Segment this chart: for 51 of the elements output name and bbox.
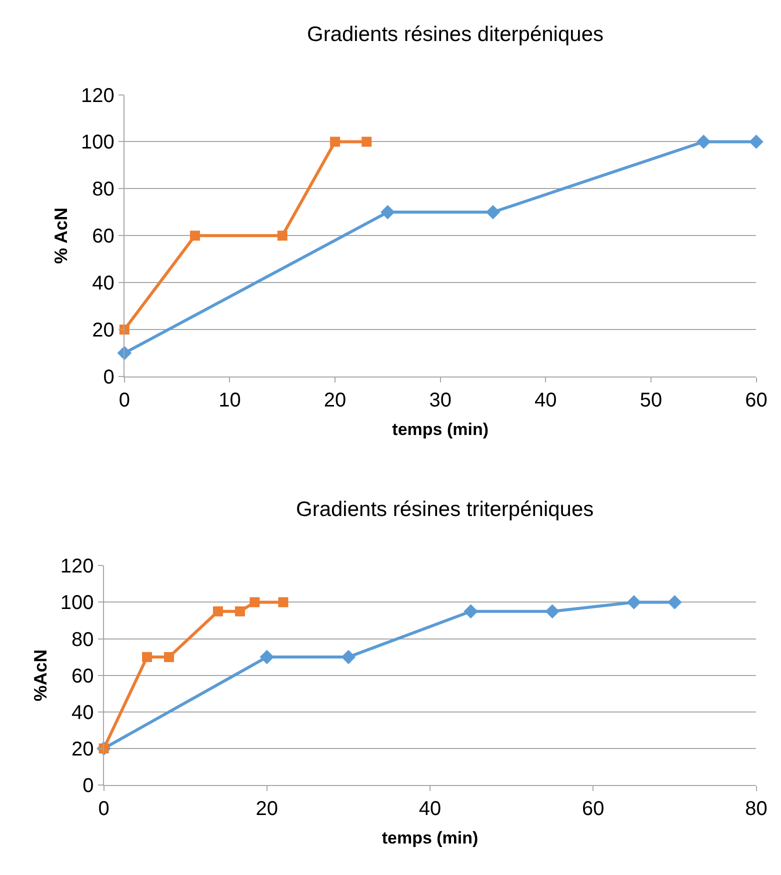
x-tick-label: 40: [418, 798, 442, 820]
point: [330, 136, 340, 147]
point: [626, 595, 642, 610]
y-tick-label: 60: [92, 226, 114, 248]
x-tick-label: 40: [534, 390, 557, 412]
y-tick-label: 80: [72, 628, 94, 651]
point: [164, 652, 174, 662]
point: [362, 136, 372, 147]
point: [486, 205, 500, 220]
x-tick-label: 10: [218, 390, 241, 412]
point: [277, 230, 288, 241]
point: [545, 604, 560, 619]
chart-title: Gradients résines diterpéniques: [307, 23, 604, 46]
point: [212, 606, 223, 616]
y-tick-label: 40: [72, 702, 94, 724]
point: [190, 230, 200, 241]
y-tick-label: 20: [72, 738, 94, 760]
point: [380, 205, 395, 220]
x-tick-label: 50: [640, 390, 662, 412]
y-tick-label: 60: [72, 665, 94, 688]
point: [234, 606, 245, 616]
point: [341, 650, 356, 664]
x-tick-label: 0: [118, 390, 130, 412]
y-axis-title: % AcN: [51, 207, 72, 264]
x-tick-label: 80: [745, 798, 768, 820]
x-tick-label: 20: [324, 390, 346, 412]
y-tick-label: 100: [81, 132, 114, 154]
y-tick-label: 40: [92, 272, 114, 295]
x-tick-label: 20: [256, 798, 278, 820]
point: [668, 595, 682, 610]
x-tick-label: 60: [745, 390, 768, 412]
point: [260, 650, 274, 664]
x-axis-title: temps (min): [382, 828, 478, 848]
x-tick-label: 60: [582, 798, 604, 820]
point: [250, 597, 260, 608]
y-tick-label: 0: [82, 775, 94, 798]
point: [749, 134, 764, 149]
point: [278, 597, 288, 608]
chart-title: Gradients résines triterpéniques: [296, 498, 594, 521]
point: [696, 134, 711, 149]
point: [142, 652, 152, 662]
point: [464, 604, 478, 619]
y-tick-label: 0: [103, 366, 114, 389]
y-tick-label: 100: [60, 592, 94, 614]
y-axis-title: %AcN: [30, 649, 51, 702]
x-tick-label: 30: [429, 390, 452, 412]
y-tick-label: 120: [81, 84, 114, 107]
y-tick-label: 120: [60, 556, 94, 578]
y-tick-label: 80: [92, 178, 114, 201]
y-tick-label: 20: [92, 320, 114, 342]
x-axis-title: temps (min): [392, 420, 489, 439]
